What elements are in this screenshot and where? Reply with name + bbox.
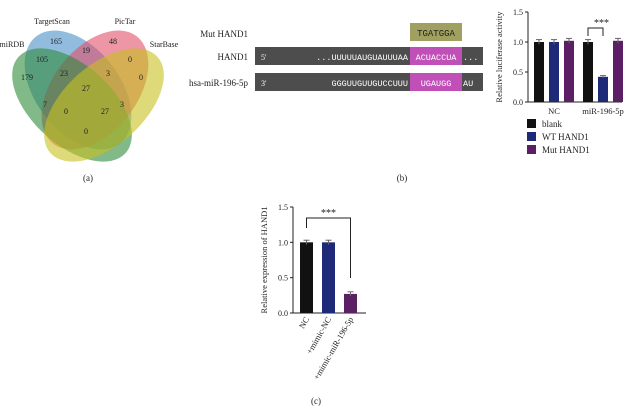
venn-count: 27	[82, 84, 90, 93]
venn-count: 165	[50, 37, 62, 46]
venn-label-mirdb: miRDB	[0, 40, 24, 49]
mirna-sequence-left: GGGUUGUUGUCCUUU	[331, 79, 408, 89]
venn-count: 23	[60, 69, 68, 78]
venn-count: 7	[43, 100, 47, 109]
venn-count: 48	[109, 37, 117, 46]
mirna-seed-region	[410, 73, 462, 91]
alignment-row-label-mut: Mut HAND1	[200, 29, 248, 39]
venn-count: 3	[120, 100, 124, 109]
venn-label-starbase: StarBase	[150, 40, 179, 49]
venn-label-pictar: PicTar	[115, 17, 136, 26]
mut-hand1-sequence: TGATGGA	[417, 29, 455, 39]
bar	[300, 242, 313, 313]
significance-stars: ***	[321, 208, 336, 219]
y-tick-label: 0.0	[513, 98, 523, 107]
significance-bracket	[306, 217, 351, 278]
venn-label-targetscan: TargetScan	[34, 17, 70, 26]
mirna-seed-sequence: UGAUGG	[421, 79, 452, 89]
alignment-row-label-mirna: hsa-miR-196-5p	[189, 78, 248, 88]
legend-swatch	[527, 132, 536, 141]
venn-count: 0	[64, 107, 68, 116]
y-tick-label: 0.5	[278, 274, 288, 283]
venn-diagram: TargetScan PicTar miRDB StarBase 165 48 …	[0, 17, 179, 162]
legend-label: blank	[542, 119, 562, 129]
venn-count: 0	[84, 127, 88, 136]
legend-swatch	[527, 119, 536, 128]
x-tick-label: miR-196-5p	[582, 106, 624, 116]
mut-hand1-highlight-box	[410, 23, 462, 41]
mirna-sequence-right: AU	[463, 79, 473, 89]
hand1-sequence-left: ...UUUUUAUGUAUUUAA	[316, 53, 409, 63]
legend-label: Mut HAND1	[542, 145, 590, 155]
bar-wt-hand1	[598, 76, 608, 102]
venn-count: 3	[106, 69, 110, 78]
venn-count: 105	[36, 55, 48, 64]
y-tick-label: 1.0	[278, 238, 288, 247]
bar-wt-hand1	[549, 42, 559, 102]
y-tick-label: 1.5	[513, 8, 523, 17]
venn-count: 19	[82, 46, 90, 55]
y-axis-label: Relative luciferase activity	[494, 11, 504, 103]
significance-bracket	[587, 27, 604, 36]
bar-blank	[534, 42, 544, 102]
hand1-binding-site	[410, 47, 462, 65]
mirna-prime-label: 3'	[261, 79, 267, 88]
y-tick-label: 1.5	[278, 203, 288, 212]
bar-blank	[583, 42, 593, 102]
venn-count: 179	[21, 73, 33, 82]
venn-count: 0	[139, 73, 143, 82]
expression-chart: 0.0 0.5 1.0 1.5 Relative expression of HAND1…	[259, 203, 366, 381]
alignment-row-label-hand1: HAND1	[218, 52, 249, 62]
luciferase-chart: 0.0 0.5 1.0 1.5 Relative luciferase activity…	[494, 8, 624, 155]
panel-label-c: (c)	[311, 396, 321, 406]
legend-swatch	[527, 145, 536, 154]
y-tick-label: 0.0	[278, 309, 288, 318]
hand1-sequence-right: ...	[463, 53, 478, 63]
x-tick-label: NC	[297, 315, 312, 331]
venn-count: 0	[128, 55, 132, 64]
hand1-prime-label: 5'	[261, 53, 267, 62]
significance-stars: ***	[594, 18, 609, 29]
y-tick-label: 0.5	[513, 68, 523, 77]
venn-set-starbase	[44, 48, 164, 162]
bar	[344, 293, 357, 313]
bar-mut-hand1	[564, 40, 574, 102]
panel-label-b: (b)	[397, 173, 408, 183]
sequence-alignment: Mut HAND1 TGATGGA HAND1 5' ...UUUUUAUGUA…	[189, 23, 483, 91]
panel-label-a: (a)	[83, 173, 93, 183]
venn-count: 27	[101, 107, 109, 116]
legend-label: WT HAND1	[542, 132, 589, 142]
bar	[322, 242, 335, 313]
hand1-binding-sequence: ACUACCUA	[416, 53, 458, 63]
y-axis-label: Relative expression of HAND1	[259, 207, 269, 314]
x-tick-label: NC	[548, 106, 560, 116]
y-tick-label: 1.0	[513, 38, 523, 47]
bar-mut-hand1	[613, 40, 623, 102]
